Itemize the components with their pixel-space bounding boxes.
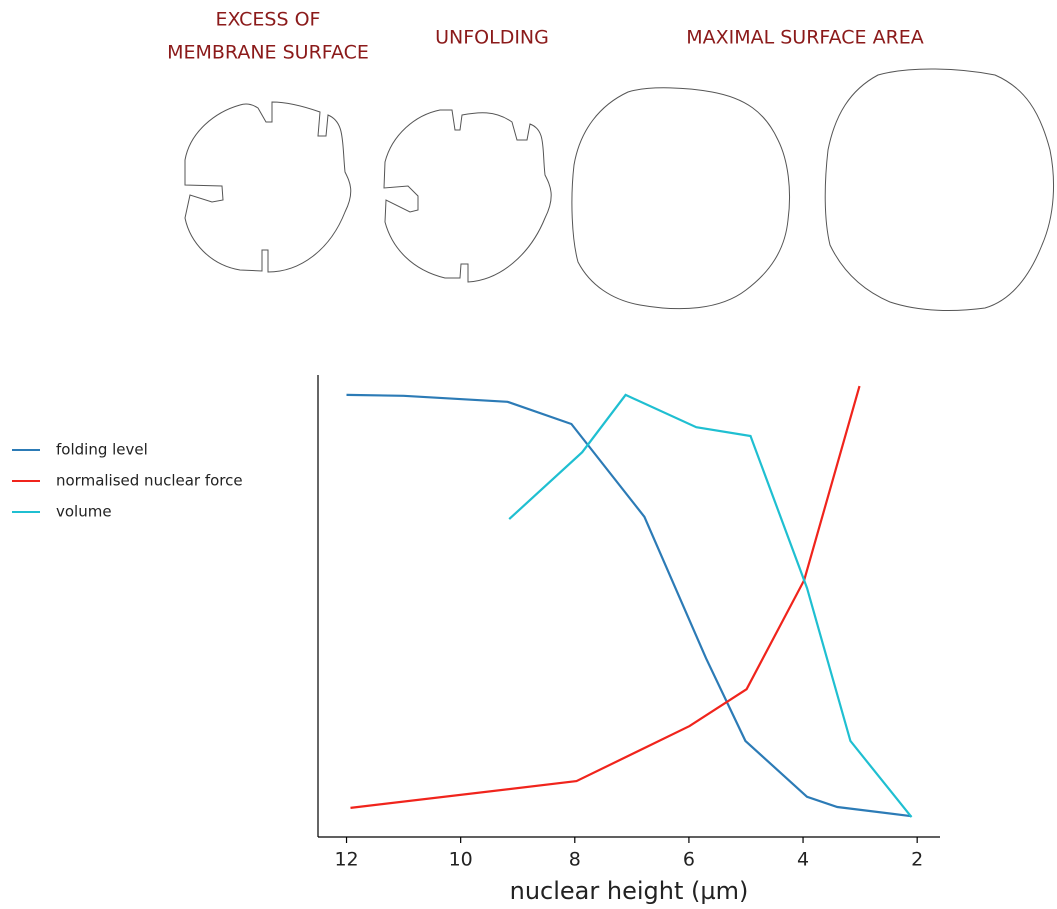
legend-label: volume xyxy=(56,503,112,521)
x-tick-label: 8 xyxy=(569,849,581,871)
annotation: MAXIMAL SURFACE AREA xyxy=(686,27,924,49)
x-tick-label: 2 xyxy=(911,849,923,871)
nucleus-outline xyxy=(824,68,1055,311)
annotation: UNFOLDING xyxy=(435,27,549,49)
annotations: EXCESS OF MEMBRANE SURFACE UNFOLDING MAXIMA… xyxy=(167,9,924,64)
annotation: MEMBRANE SURFACE xyxy=(167,42,369,64)
nucleus-outlines xyxy=(184,68,1055,311)
data-line xyxy=(346,393,912,818)
legend-label: folding level xyxy=(56,441,148,459)
nucleus-outline xyxy=(571,87,790,310)
x-tick-label: 4 xyxy=(797,849,809,871)
x-tick-label: 6 xyxy=(683,849,695,871)
nucleus-outline xyxy=(184,101,352,273)
nucleus-outline xyxy=(383,109,552,283)
x-tick-label: 12 xyxy=(334,849,358,871)
data-line xyxy=(350,385,861,809)
legend-label: normalised nuclear force xyxy=(56,472,243,490)
x-axis-label: nuclear height (µm) xyxy=(510,877,749,905)
annotation: EXCESS OF xyxy=(216,9,321,31)
x-tick-label: 10 xyxy=(449,849,473,871)
data-line xyxy=(508,393,913,818)
